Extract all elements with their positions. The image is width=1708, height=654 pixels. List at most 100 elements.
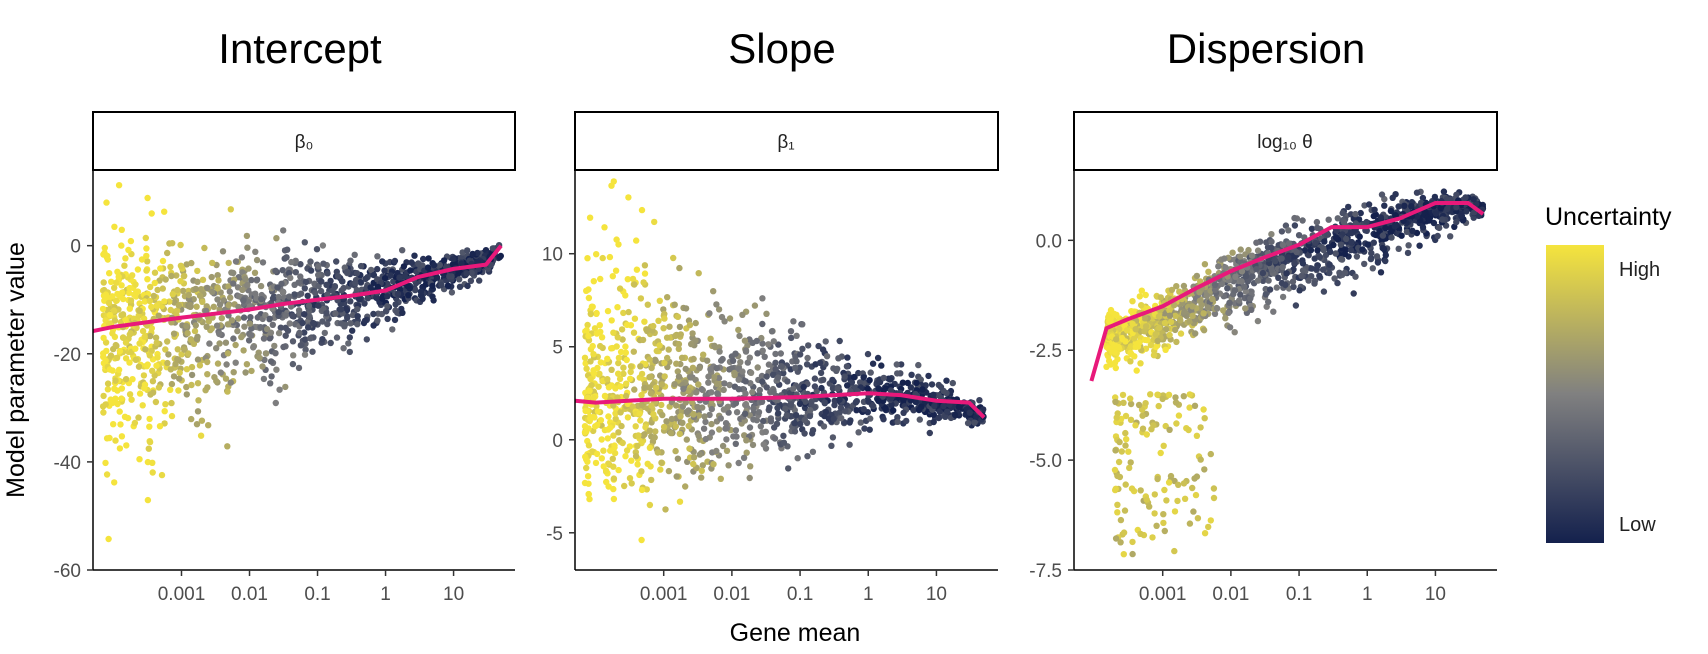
data-point — [1268, 244, 1275, 251]
data-point — [628, 457, 635, 464]
data-point — [886, 376, 894, 383]
data-point — [161, 298, 168, 305]
data-point — [305, 302, 313, 309]
data-point — [1167, 318, 1175, 326]
data-point — [1289, 278, 1297, 285]
data-point — [708, 429, 716, 436]
data-point — [585, 442, 593, 449]
data-point — [594, 408, 602, 415]
data-point — [637, 417, 644, 424]
data-point — [955, 403, 962, 411]
data-point — [622, 349, 629, 356]
x-tick-label-intercept: 0.1 — [304, 584, 330, 605]
outlier-point — [1201, 466, 1208, 473]
data-point — [468, 269, 475, 277]
data-point — [637, 363, 644, 370]
data-point — [648, 364, 655, 372]
data-point — [323, 310, 330, 317]
outlier-point — [1117, 516, 1125, 524]
data-point — [790, 318, 797, 325]
data-point — [354, 321, 361, 328]
data-point — [143, 267, 150, 274]
data-point — [761, 353, 768, 360]
data-point — [610, 402, 617, 409]
data-point — [347, 298, 354, 305]
data-point — [1458, 212, 1465, 220]
data-point — [312, 289, 319, 297]
x-tick-label-intercept: 1 — [380, 584, 391, 605]
data-point — [590, 413, 597, 421]
data-point — [129, 272, 136, 279]
data-point — [875, 385, 882, 392]
data-point — [164, 359, 171, 367]
data-point — [605, 384, 613, 391]
outlier-point — [1119, 391, 1127, 399]
data-point — [191, 327, 199, 335]
data-point — [601, 392, 609, 400]
data-point — [288, 258, 295, 266]
data-point — [144, 496, 152, 504]
data-point — [152, 334, 160, 341]
data-point — [227, 206, 234, 213]
data-point — [1279, 293, 1287, 301]
data-point — [248, 332, 255, 339]
data-point — [302, 346, 309, 353]
data-point — [317, 287, 325, 295]
data-point — [259, 259, 267, 266]
data-point — [735, 376, 742, 383]
data-point — [146, 352, 153, 359]
data-point — [640, 279, 647, 286]
data-point — [151, 279, 158, 287]
data-point — [650, 322, 657, 330]
points-slope — [581, 178, 987, 544]
y-tick-label-intercept: -20 — [54, 345, 81, 366]
data-point — [850, 373, 858, 381]
data-point — [780, 432, 787, 439]
data-point — [651, 434, 658, 441]
data-point — [297, 273, 304, 280]
data-point — [1226, 324, 1234, 331]
data-point — [232, 258, 240, 265]
data-point — [671, 301, 678, 308]
data-point — [1215, 263, 1222, 270]
data-point — [708, 405, 715, 413]
data-point — [1168, 286, 1176, 294]
data-point — [620, 309, 627, 317]
data-point — [583, 287, 590, 294]
data-point — [349, 327, 356, 334]
data-point — [643, 326, 651, 333]
outlier-point — [1193, 473, 1201, 480]
data-point — [118, 242, 125, 249]
data-point — [1299, 267, 1307, 274]
data-point — [272, 350, 279, 357]
data-point — [695, 270, 702, 277]
data-point — [702, 418, 709, 426]
data-point — [686, 445, 693, 452]
data-point — [1470, 196, 1477, 203]
data-point — [593, 403, 600, 410]
data-point — [110, 421, 117, 428]
data-point — [304, 324, 312, 331]
data-point — [184, 330, 191, 337]
data-point — [1242, 288, 1250, 295]
data-point — [267, 380, 274, 387]
data-point — [792, 412, 800, 419]
outlier-point — [1166, 426, 1173, 433]
data-point — [760, 417, 767, 425]
data-point — [937, 383, 945, 391]
data-point — [1166, 331, 1173, 339]
data-point — [1401, 202, 1408, 209]
data-point — [431, 262, 438, 269]
data-point — [689, 364, 697, 371]
data-point — [138, 256, 146, 263]
data-point — [148, 303, 155, 311]
data-point — [638, 370, 646, 378]
data-point — [1253, 239, 1260, 246]
data-point — [1330, 241, 1337, 249]
data-point — [1387, 207, 1395, 215]
data-point — [848, 379, 856, 386]
x-tick-label-dispersion: 0.1 — [1286, 584, 1312, 605]
data-point — [726, 381, 733, 389]
data-point — [109, 399, 116, 406]
